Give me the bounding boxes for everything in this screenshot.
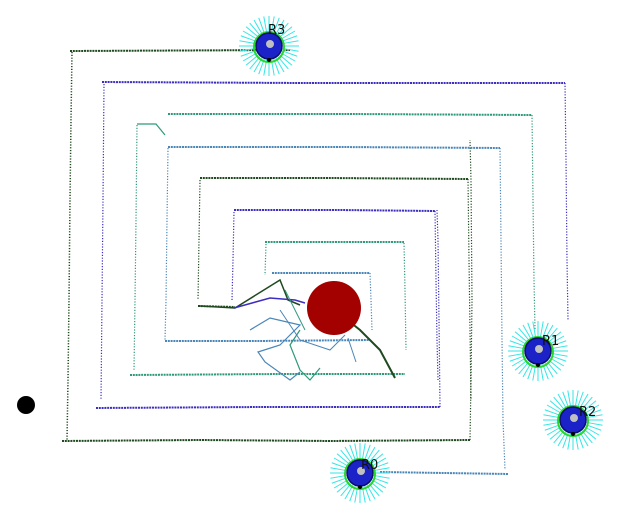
robot-highlight: [570, 414, 578, 422]
trail-segment: [61, 438, 471, 443]
robot-heading-dot: [267, 58, 271, 62]
start-marker: [17, 396, 35, 414]
trail-segment: [200, 177, 469, 180]
robot-label: R2: [579, 405, 596, 420]
robot-label: R1: [542, 334, 559, 349]
trail-segment: [197, 179, 201, 301]
trail-segment: [66, 51, 73, 441]
trail-segment: [249, 317, 302, 381]
trail-segment: [279, 309, 346, 351]
robot-heading-dot: [571, 432, 575, 436]
robot-heading-dot: [358, 485, 362, 489]
trail-segment: [469, 139, 473, 441]
trail-segment: [531, 114, 536, 331]
robot-highlight: [535, 345, 543, 353]
trail-segment: [95, 406, 440, 409]
trail-segment: [165, 339, 371, 342]
robot-label: R3: [268, 23, 285, 38]
trail-segment: [434, 210, 439, 381]
robot-r2[interactable]: R2: [543, 390, 603, 450]
trail-segment: [369, 272, 373, 331]
trail-segment: [137, 123, 166, 136]
trail-segment: [347, 337, 357, 363]
trail-segment: [164, 147, 169, 341]
trail-segment: [199, 278, 301, 309]
trail-segment: [100, 83, 105, 401]
trail-segment: [436, 209, 441, 408]
robots-layer: R3 R1 R2 R0: [239, 16, 603, 503]
robot-r0[interactable]: R0: [330, 443, 390, 503]
trail-segment: [133, 124, 138, 371]
robot-r1[interactable]: R1: [508, 321, 568, 381]
trail-segment: [101, 81, 565, 84]
robot-highlight: [357, 467, 365, 475]
trail-segment: [564, 82, 569, 321]
trail-segment: [289, 329, 321, 381]
coverage-trails: [61, 49, 569, 475]
trail-segment: [129, 373, 405, 376]
trail-segment: [233, 297, 306, 309]
trail-segment: [231, 211, 235, 301]
trail-segment: [168, 113, 533, 116]
target-goal: [307, 281, 361, 335]
trail-segment: [264, 243, 267, 276]
trail-segment: [284, 289, 306, 331]
trail-segment: [379, 471, 509, 475]
trail-segment: [234, 209, 436, 212]
robot-highlight: [266, 40, 274, 48]
robot-r3[interactable]: R3: [239, 16, 299, 76]
robot-label: R0: [361, 458, 378, 473]
trail-segment: [467, 178, 472, 401]
trail-segment: [499, 147, 506, 471]
robot-heading-dot: [536, 363, 540, 367]
trail-segment: [168, 146, 501, 149]
trail-segment: [403, 242, 407, 351]
